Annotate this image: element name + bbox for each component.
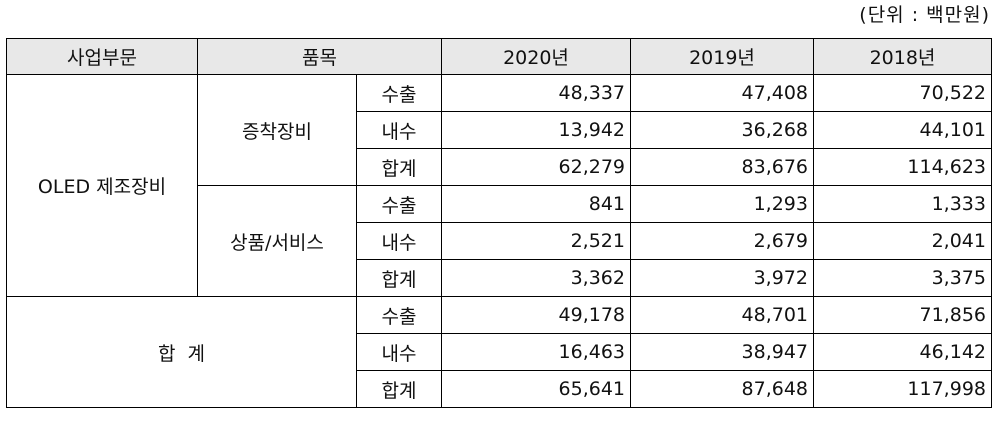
value-2020: 841 <box>441 185 631 223</box>
value-2020: 49,178 <box>441 296 631 334</box>
product-goods-services: 상품/서비스 <box>197 185 357 297</box>
value-2019: 2,679 <box>630 222 814 260</box>
value-2019: 87,648 <box>630 370 814 408</box>
product-deposition: 증착장비 <box>197 74 357 186</box>
table-row: OLED 제조장비 증착장비 수출 48,337 47,408 70,522 <box>6 74 992 297</box>
value-2019: 38,947 <box>630 333 814 371</box>
row-type: 내수 <box>356 111 442 149</box>
value-2018: 2,041 <box>813 222 992 260</box>
value-2018: 117,998 <box>813 370 992 408</box>
value-2020: 65,641 <box>441 370 631 408</box>
value-2019: 3,972 <box>630 259 814 297</box>
value-2020: 2,521 <box>441 222 631 260</box>
row-type: 수출 <box>356 185 442 223</box>
row-type: 합계 <box>356 259 442 297</box>
value-2019: 36,268 <box>630 111 814 149</box>
value-2018: 3,375 <box>813 259 992 297</box>
row-type: 수출 <box>356 296 442 334</box>
header-item: 품목 <box>197 38 442 75</box>
header-2020: 2020년 <box>441 38 631 75</box>
row-type: 수출 <box>356 74 442 112</box>
header-row: 사업부문 품목 2020년 2019년 2018년 <box>6 38 992 75</box>
value-2018: 114,623 <box>813 148 992 186</box>
header-2018: 2018년 <box>813 38 992 75</box>
value-2018: 70,522 <box>813 74 992 112</box>
value-2020: 16,463 <box>441 333 631 371</box>
value-2020: 13,942 <box>441 111 631 149</box>
table-row: 상품/서비스 수출 841 1,293 1,333 <box>7 185 992 297</box>
header-segment: 사업부문 <box>6 38 198 75</box>
segment-oled: OLED 제조장비 <box>6 74 198 297</box>
row-type: 합계 <box>356 148 442 186</box>
value-2018: 46,142 <box>813 333 992 371</box>
value-2019: 47,408 <box>630 74 814 112</box>
table-row: 합계 62,279 83,676 114,623 <box>7 148 992 186</box>
segment-total: 합 계 <box>6 296 357 408</box>
table-row: 내수 2,521 2,679 2,041 <box>7 222 992 260</box>
value-2018: 1,333 <box>813 185 992 223</box>
table-row: 내수 16,463 38,947 46,142 <box>7 333 992 371</box>
table-row: 합계 65,641 87,648 117,998 <box>7 370 992 408</box>
table-row: 합 계 수출 49,178 48,701 71,856 <box>6 296 992 408</box>
table-row: 내수 13,942 36,268 44,101 <box>7 111 992 149</box>
value-2020: 62,279 <box>441 148 631 186</box>
value-2020: 3,362 <box>441 259 631 297</box>
sales-table: 사업부문 품목 2020년 2019년 2018년 OLED 제조장비 증착장비… <box>6 38 992 408</box>
value-2018: 44,101 <box>813 111 992 149</box>
unit-label: (단위 : 백만원) <box>859 4 990 26</box>
value-2019: 48,701 <box>630 296 814 334</box>
value-2018: 71,856 <box>813 296 992 334</box>
header-2019: 2019년 <box>630 38 814 75</box>
value-2019: 1,293 <box>630 185 814 223</box>
row-type: 내수 <box>356 222 442 260</box>
value-2020: 48,337 <box>441 74 631 112</box>
row-type: 합계 <box>356 370 442 408</box>
table-row: 합계 3,362 3,972 3,375 <box>7 259 992 297</box>
value-2019: 83,676 <box>630 148 814 186</box>
row-type: 내수 <box>356 333 442 371</box>
